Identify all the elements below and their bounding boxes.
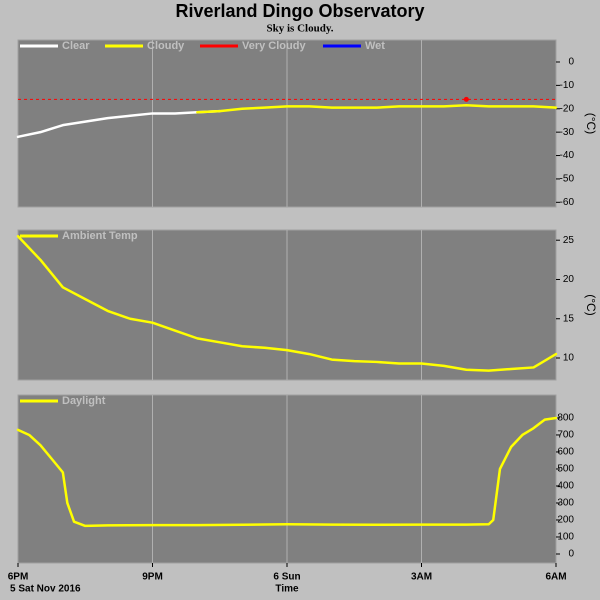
y-tick-label: -50 [560, 174, 575, 185]
y-tick-label: 300 [557, 498, 574, 509]
legend-label: Cloudy [147, 40, 185, 52]
y-tick-label: 800 [557, 413, 574, 424]
x-tick-label: 6AM [545, 572, 566, 583]
series-line [16, 235, 558, 372]
y-tick-label: -40 [560, 150, 575, 161]
x-tick-label: 9PM [142, 572, 163, 583]
y-tick-label: 0 [568, 549, 574, 560]
y-tick-label: -30 [560, 127, 575, 138]
x-tick-label: 6PM [8, 572, 29, 583]
date-label: 5 Sat Nov 2016 [10, 584, 81, 595]
y-tick-label: -60 [560, 197, 575, 208]
legend-label: Very Cloudy [242, 40, 306, 52]
y-tick-label: -10 [560, 80, 575, 91]
y-tick-label: 400 [557, 481, 574, 492]
chart-subtitle: Sky is Cloudy. [267, 23, 334, 35]
chart-title: Riverland Dingo Observatory [175, 1, 424, 21]
legend-label: Ambient Temp [62, 230, 138, 242]
y-tick-label: -20 [560, 103, 575, 114]
y-tick-label: 100 [557, 532, 574, 543]
y-tick-label: 200 [557, 515, 574, 526]
series-line [196, 104, 558, 114]
y-tick-label: 15 [563, 313, 575, 324]
y-tick-label: 25 [563, 235, 575, 246]
y-tick-label: 0 [568, 57, 574, 68]
x-axis-label: Time [275, 584, 299, 595]
y-tick-label: 10 [563, 353, 575, 364]
legend-label: Daylight [62, 395, 106, 407]
x-tick-label: 3AM [411, 572, 432, 583]
series-line [16, 109, 221, 139]
y-tick-label: 500 [557, 464, 574, 475]
x-tick-label: 6 Sun [273, 572, 300, 583]
legend-label: Clear [62, 40, 90, 52]
y-tick-label: 600 [557, 447, 574, 458]
y-axis-label: (°C) [584, 294, 598, 315]
y-tick-label: 20 [563, 274, 575, 285]
y-tick-label: 700 [557, 430, 574, 441]
y-axis-label: (°C) [584, 113, 598, 134]
series-line [16, 416, 558, 528]
legend-label: Wet [365, 40, 385, 52]
